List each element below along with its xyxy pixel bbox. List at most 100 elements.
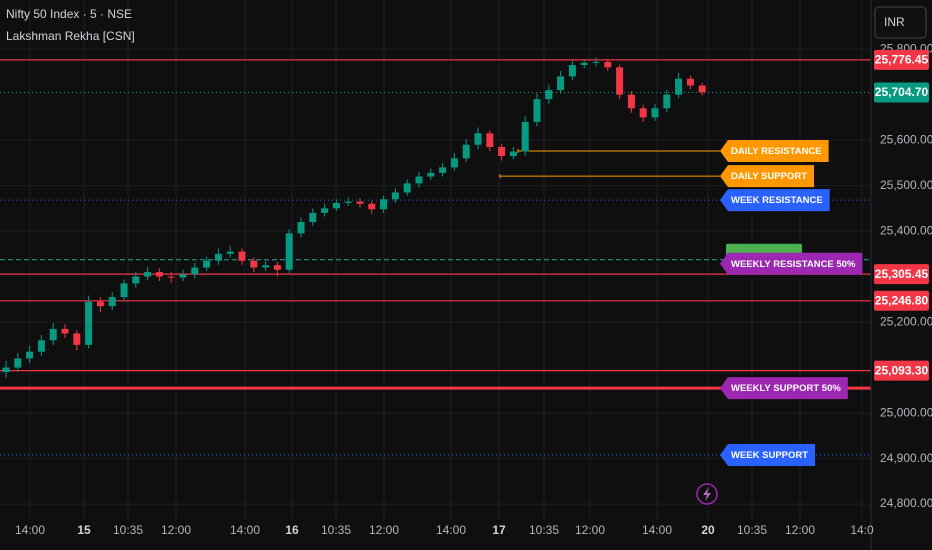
y-tick-label: 25,600.00	[880, 132, 932, 146]
tag: WEEK SUPPORT	[720, 443, 816, 466]
tag: DAILY RESISTANCE	[720, 140, 829, 163]
y-tick-label: 25,200.00	[880, 314, 932, 328]
candle-body	[568, 65, 576, 77]
symbol-title: Nifty 50 Index · 5 · NSE	[6, 7, 132, 21]
candle-body	[309, 212, 317, 223]
tag: WEEKLY RESISTANCE 50%	[720, 252, 863, 275]
x-tick-label: 15	[77, 523, 91, 537]
tag-shape	[720, 443, 816, 466]
candle-body	[191, 267, 199, 275]
x-tick-label: 14:0	[850, 523, 874, 537]
candle-body	[498, 146, 506, 157]
candle-body	[663, 94, 671, 109]
candle-body	[132, 276, 140, 284]
x-tick-label: 16	[285, 523, 299, 537]
tag-label: DAILY RESISTANCE	[731, 146, 822, 157]
price-label-box	[874, 290, 929, 311]
tag-label: DAILY SUPPORT	[731, 171, 807, 182]
candle-body	[450, 158, 458, 168]
candle-body	[509, 151, 517, 157]
tag: DAILY SUPPORT	[720, 165, 815, 188]
candle-body	[179, 274, 187, 278]
indicator-name: Lakshman Rekha [CSN]	[6, 29, 135, 43]
candle-body	[49, 328, 57, 341]
tag-label: WEEKLY RESISTANCE 50%	[731, 259, 856, 270]
tag-label: WEEKLY SUPPORT 50%	[731, 383, 841, 394]
tag-label: WEEK RESISTANCE	[731, 195, 823, 206]
candle-body	[391, 192, 399, 200]
candle-body	[285, 233, 293, 270]
candle-body	[439, 167, 447, 173]
candle-body	[238, 251, 246, 261]
candle-body	[344, 201, 352, 203]
x-tick-label: 12:00	[161, 523, 191, 537]
candle-body	[297, 222, 305, 234]
price-label: 25,776.45	[875, 53, 929, 67]
candle-body	[250, 260, 258, 268]
candle-body	[144, 272, 152, 277]
x-tick-label: 14:00	[230, 523, 260, 537]
candle-body	[167, 276, 175, 278]
candle-body	[557, 76, 565, 91]
tag-shape	[720, 252, 863, 275]
candle-body	[474, 133, 482, 145]
candle-body	[533, 99, 541, 122]
candle-body	[427, 172, 435, 177]
x-tick-label: 10:35	[737, 523, 767, 537]
candle-body	[96, 301, 104, 307]
candle-body	[462, 144, 470, 159]
candle-body	[686, 78, 694, 86]
y-tick-label: 25,400.00	[880, 223, 932, 237]
candle-body	[108, 297, 116, 307]
candle-body	[61, 328, 69, 334]
candle-body	[214, 253, 222, 261]
tag: WEEK RESISTANCE	[720, 189, 830, 212]
candle-body	[14, 358, 22, 368]
x-tick-label: 14:00	[436, 523, 466, 537]
x-tick-label: 14:00	[15, 523, 45, 537]
price-label: 25,093.30	[875, 363, 929, 377]
candle-body	[521, 121, 529, 152]
y-tick-label: 25,500.00	[880, 178, 932, 192]
x-tick-label: 12:00	[785, 523, 815, 537]
y-tick-label: 24,900.00	[880, 451, 932, 465]
price-label: 25,704.70	[875, 85, 929, 99]
candle-body	[627, 94, 635, 109]
tag-shape	[720, 165, 815, 188]
tag-shape	[720, 140, 829, 163]
price-label: 25,246.80	[875, 293, 929, 307]
currency-button[interactable]	[874, 6, 927, 39]
tag-shape	[720, 189, 830, 212]
tag-label: WEEK SUPPORT	[731, 450, 808, 461]
price-label-box	[874, 82, 929, 103]
candle-body	[675, 78, 683, 95]
candle-body	[486, 133, 494, 147]
candle-body	[332, 202, 340, 209]
y-tick-label: 24,800.00	[880, 496, 932, 510]
alert-bolt	[703, 487, 711, 501]
x-tick-label: 12:00	[575, 523, 605, 537]
alert-icon[interactable]	[696, 483, 718, 505]
candle-body	[580, 62, 588, 66]
candle-body	[226, 251, 234, 254]
tag-shape	[720, 377, 848, 400]
x-tick-label: 12:00	[369, 523, 399, 537]
candle-body	[356, 201, 364, 204]
x-tick-label: 20	[701, 523, 715, 537]
tag: WEEKLY SUPPORT 50%	[720, 377, 848, 400]
candle-body	[262, 265, 270, 268]
candle-body	[321, 208, 329, 213]
candle-body	[273, 265, 281, 270]
candle-body	[604, 61, 612, 68]
price-label-box	[874, 264, 929, 285]
candle-body	[2, 367, 10, 373]
currency-label[interactable]: INR	[884, 15, 905, 29]
candle-body	[415, 176, 423, 184]
candle-body	[698, 85, 706, 93]
candle-body	[639, 108, 647, 118]
candle-body	[651, 108, 659, 118]
candle-body	[203, 260, 211, 268]
candle-body	[85, 301, 93, 345]
